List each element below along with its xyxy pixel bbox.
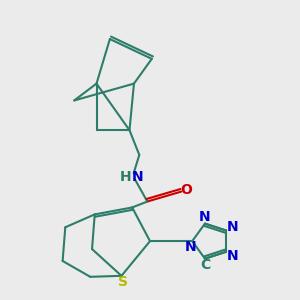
- Text: N: N: [199, 210, 211, 224]
- Text: O: O: [181, 183, 193, 197]
- Text: N: N: [185, 240, 197, 254]
- Text: N: N: [226, 220, 238, 234]
- Text: N: N: [226, 248, 238, 262]
- Text: C: C: [200, 258, 210, 272]
- Text: H: H: [120, 170, 131, 184]
- Text: N: N: [132, 170, 143, 184]
- Text: S: S: [118, 275, 128, 290]
